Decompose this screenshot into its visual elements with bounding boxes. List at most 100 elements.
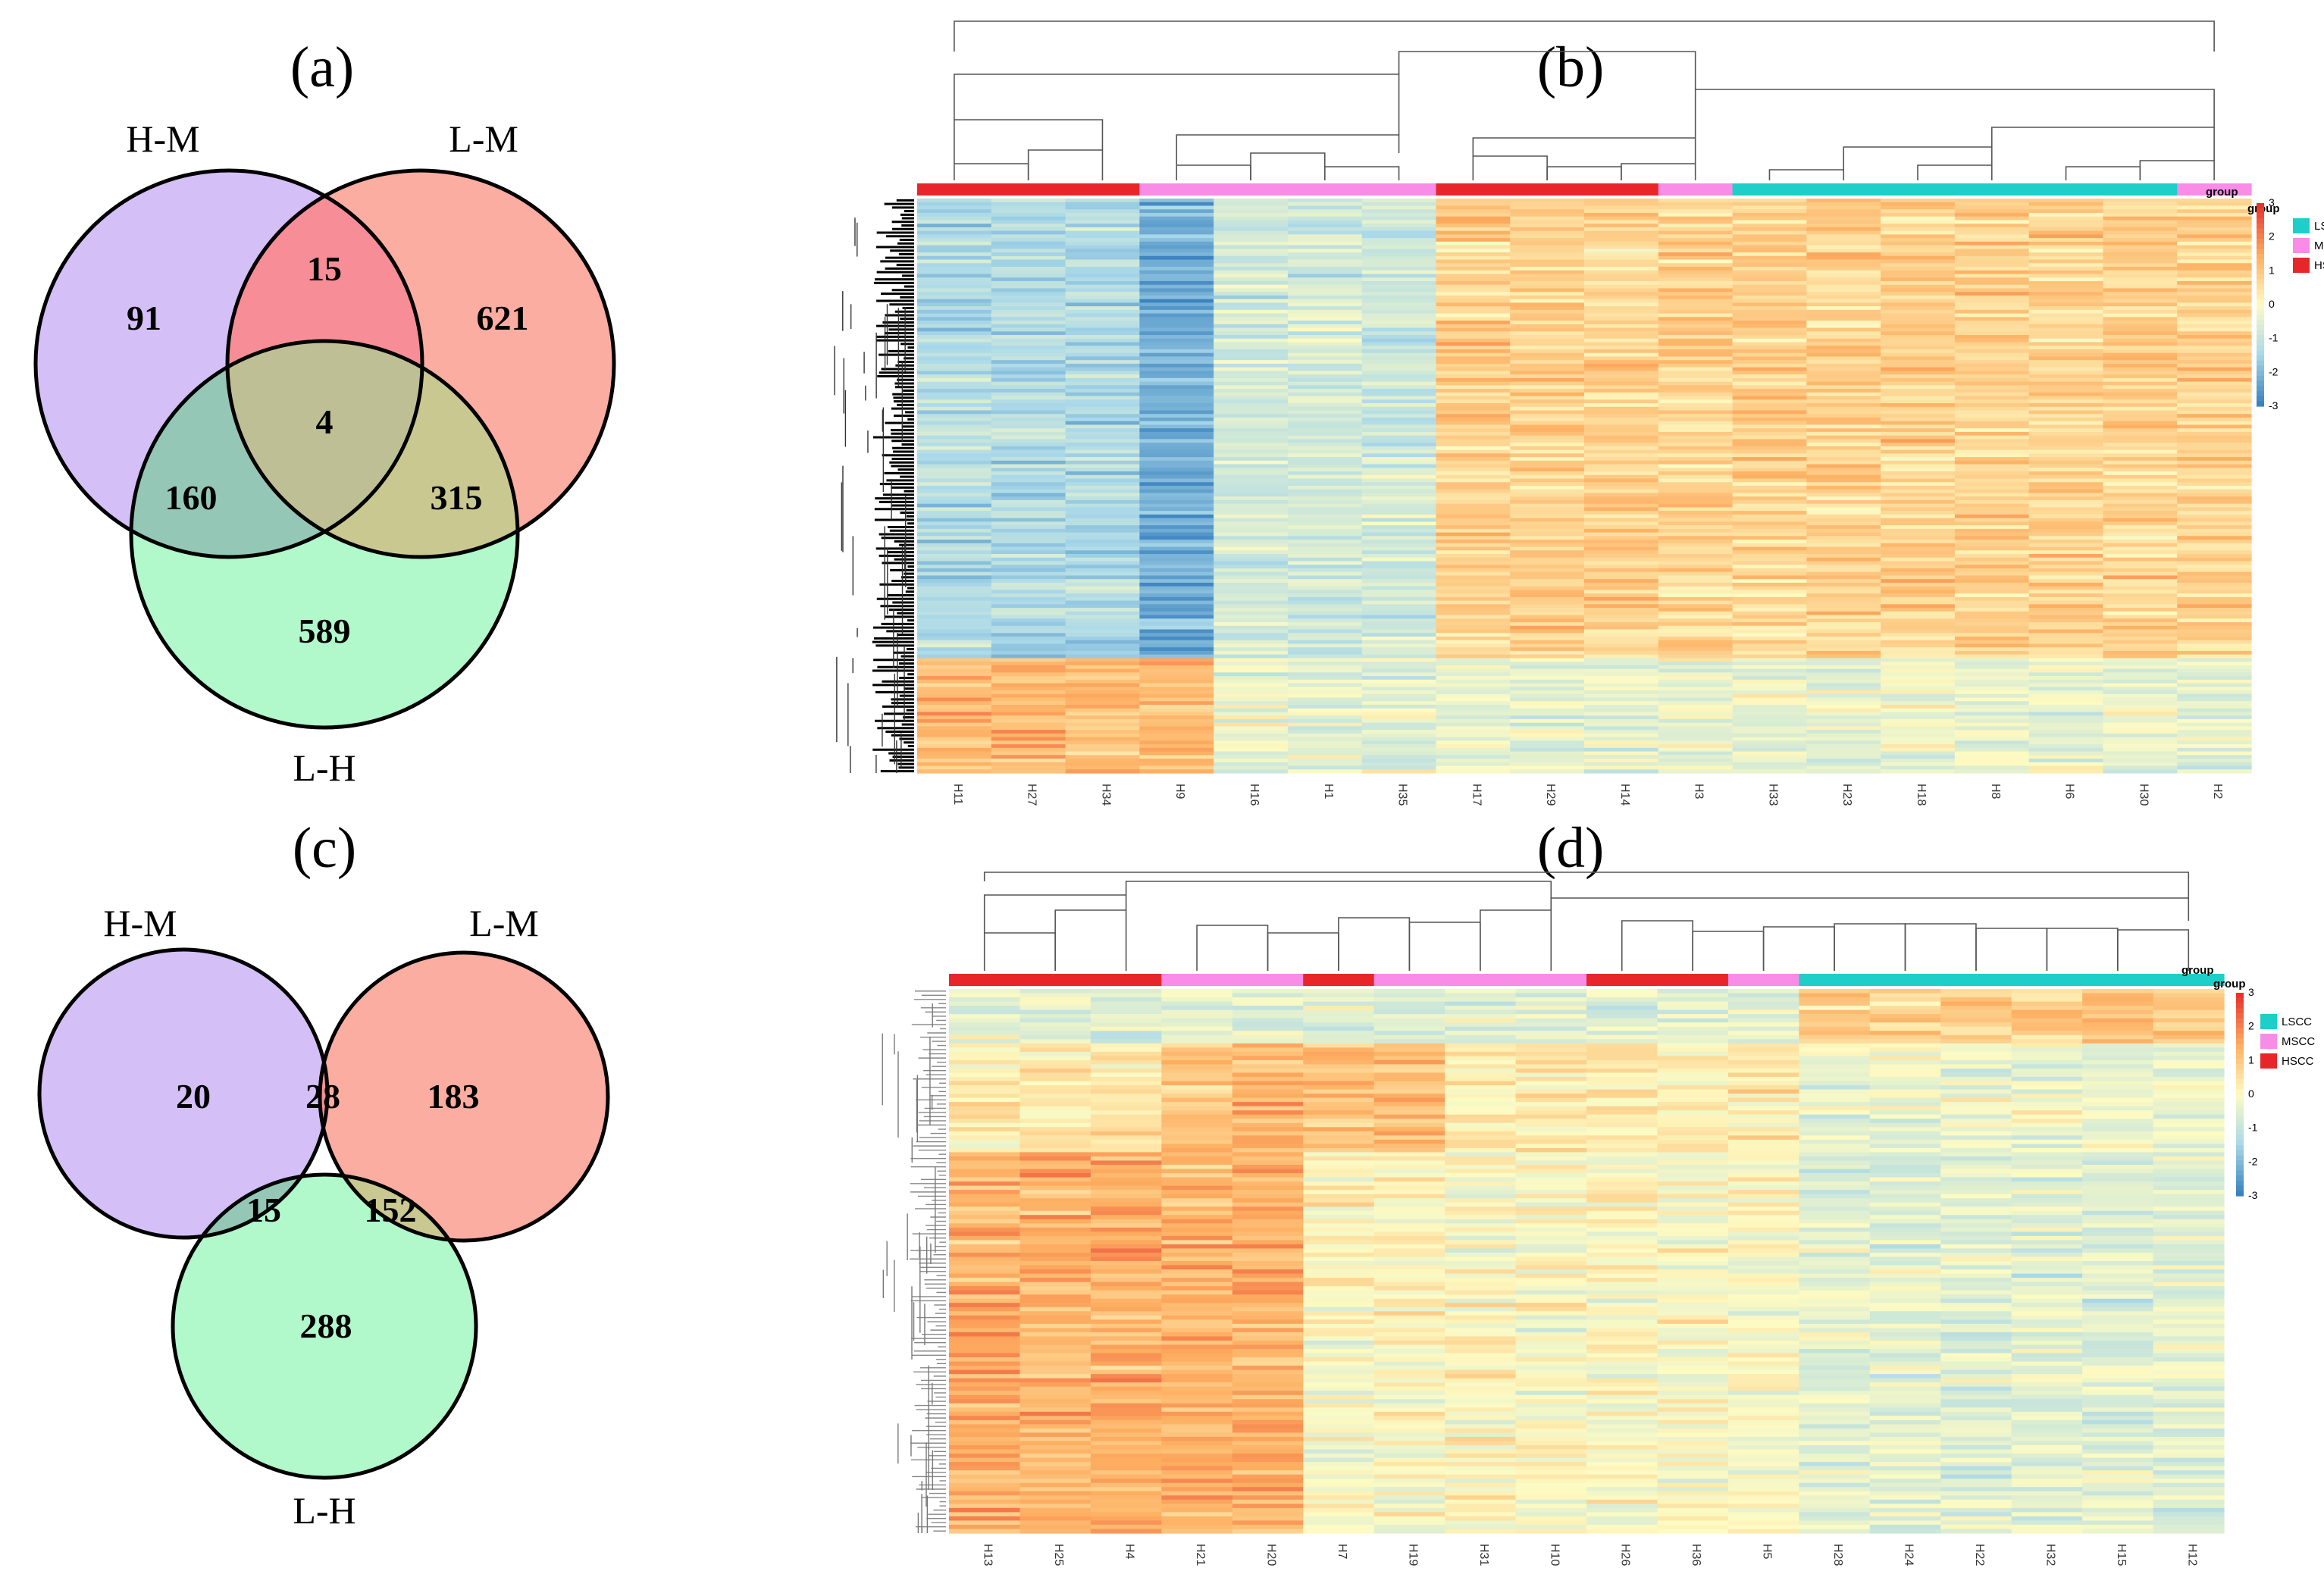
heatmap-cell <box>2028 352 2104 358</box>
heatmap-cell <box>2177 503 2252 509</box>
heatmap-cell <box>991 540 1066 544</box>
heatmap-cell <box>2153 989 2225 994</box>
heatmap-cell <box>1232 1307 1304 1312</box>
heatmap-cell <box>1584 565 1659 569</box>
heatmap-cell <box>1658 288 1734 293</box>
heatmap-cell <box>991 604 1066 609</box>
heatmap-cell <box>1139 421 1214 426</box>
heatmap-cell <box>1445 1094 1517 1099</box>
heatmap-cell <box>1881 371 1956 375</box>
heatmap-cell <box>1361 277 1437 282</box>
heatmap-cell <box>1940 1173 2012 1178</box>
heatmap-cell <box>1515 1235 1587 1241</box>
heatmap-cell <box>2082 1374 2154 1379</box>
heatmap-cell <box>1287 274 1363 278</box>
heatmap-cell <box>2153 1026 2225 1031</box>
heatmap-cell <box>2028 608 2104 612</box>
heatmap-cell <box>917 730 992 734</box>
heatmap-cell <box>1373 1227 1445 1232</box>
heatmap-cell <box>949 1051 1021 1056</box>
heatmap-cell <box>1139 284 1214 289</box>
heatmap-cell <box>1586 1231 1658 1237</box>
heatmap-cell <box>1287 715 1363 720</box>
heatmap-cell <box>1139 759 1214 763</box>
heatmap-cell <box>1954 410 2030 415</box>
heatmap-cell <box>1799 1319 1871 1325</box>
heatmap-cell <box>917 629 992 634</box>
heatmap-cell <box>1732 367 1807 371</box>
heatmap-cell <box>1287 435 1363 440</box>
heatmap-cell <box>1869 1185 1941 1191</box>
heatmap-cell <box>1436 263 1511 268</box>
heatmap-cell <box>1214 658 1289 662</box>
heatmap-cell <box>1436 647 1511 652</box>
heatmap-cell <box>1881 227 1956 232</box>
heatmap-cell <box>1584 697 1659 702</box>
heatmap-cell <box>991 474 1066 480</box>
heatmap-cell <box>1090 1014 1162 1019</box>
heatmap-cell <box>1139 582 1214 587</box>
heatmap-cell <box>2103 292 2178 296</box>
heatmap-cell <box>2153 1051 2225 1056</box>
heatmap-cell <box>991 759 1066 763</box>
heatmap-cell <box>1584 212 1659 217</box>
heatmap-cell <box>2177 489 2252 494</box>
heatmap-cell <box>1019 1290 1092 1295</box>
heatmap-cell <box>1361 701 1437 706</box>
heatmap-cell <box>2028 331 2104 336</box>
heatmap-cell <box>1303 1031 1375 1036</box>
heatmap-cell <box>949 1031 1021 1036</box>
heatmap-cell <box>1584 672 1659 677</box>
heatmap-cell <box>2011 1114 2083 1119</box>
heatmap-cell <box>949 1215 1021 1220</box>
heatmap-cell <box>1436 579 1511 584</box>
heatmap-cell <box>1445 1139 1517 1144</box>
heatmap-cell <box>1732 245 1807 249</box>
heatmap-cell <box>1658 762 1734 767</box>
heatmap-cell <box>1806 392 1881 397</box>
heatmap-cell <box>1881 733 1956 738</box>
heatmap-cell <box>2103 421 2178 426</box>
heatmap-d-cells <box>949 989 2225 1534</box>
heatmap-cell <box>1287 403 1363 408</box>
heatmap-cell <box>1869 1160 1941 1166</box>
heatmap-cell <box>1139 424 1214 429</box>
heatmap-cell <box>1139 643 1214 648</box>
heatmap-cell <box>1881 514 1956 519</box>
heatmap-cell <box>1940 1328 2012 1333</box>
heatmap-cell <box>2082 1361 2154 1366</box>
heatmap-cell <box>1361 568 1437 573</box>
heatmap-cell <box>1954 482 2030 487</box>
heatmap-cell <box>1732 604 1807 609</box>
heatmap-cell <box>1869 1085 1941 1091</box>
heatmap-cell <box>1361 335 1437 340</box>
heatmap-cell <box>2011 1286 2083 1291</box>
heatmap-cell <box>1436 499 1511 505</box>
heatmap-cell <box>1232 1031 1304 1036</box>
heatmap-cell <box>1287 309 1363 315</box>
heatmap-cell <box>1584 263 1659 268</box>
heatmap-cell <box>2028 561 2104 565</box>
heatmap-cell <box>1161 1039 1233 1044</box>
heatmap-cell <box>1658 654 1734 659</box>
heatmap-cell <box>2177 672 2252 677</box>
heatmap-cell <box>1799 1147 1871 1153</box>
heatmap-cell <box>1287 356 1363 361</box>
heatmap-cell <box>1658 503 1734 509</box>
heatmap-cell <box>1954 662 2030 666</box>
heatmap-cell <box>1065 424 1140 429</box>
heatmap-cell <box>1954 643 2030 648</box>
heatmap-cell <box>1727 1072 1799 1078</box>
heatmap-cell <box>991 363 1066 368</box>
heatmap-cell <box>2103 662 2178 666</box>
heatmap-cell <box>1232 1068 1304 1074</box>
heatmap-cell <box>1515 1366 1587 1371</box>
heatmap-cell <box>1732 629 1807 634</box>
heatmap-cell <box>1869 1102 1941 1107</box>
heatmap-cell <box>1658 765 1734 770</box>
venn-c-count-hm-lh: 15 <box>246 1191 281 1229</box>
heatmap-cell <box>1361 708 1437 713</box>
heatmap-cell <box>1658 245 1734 249</box>
heatmap-cell <box>1799 1194 1871 1199</box>
heatmap-cell <box>1586 1043 1658 1048</box>
